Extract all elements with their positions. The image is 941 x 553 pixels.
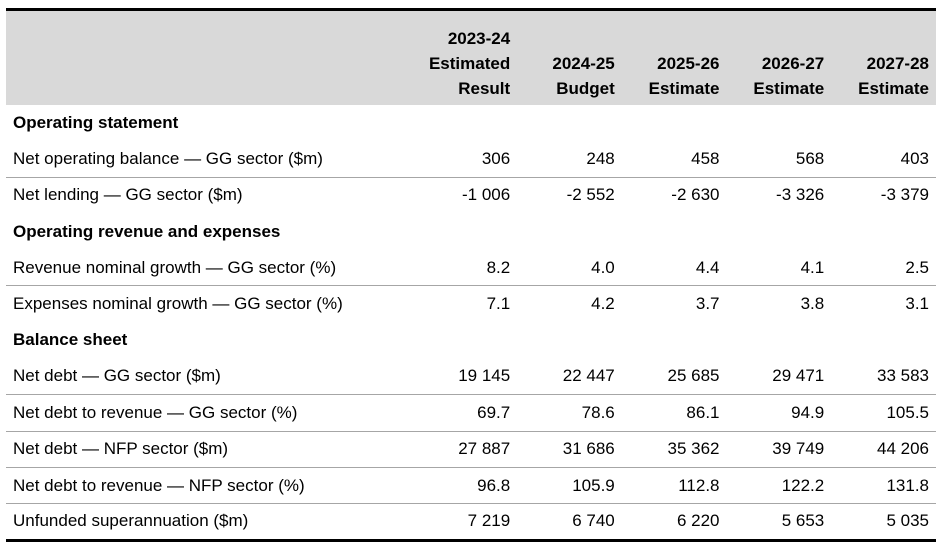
cell-value: 86.1 — [621, 394, 727, 432]
cell-value: 105.5 — [831, 394, 936, 432]
header-type: Estimate — [858, 78, 929, 98]
header-label-cell — [6, 9, 408, 105]
cell-value: 39 749 — [726, 430, 832, 468]
cell-value: 122.2 — [726, 466, 832, 504]
cell-value: 69.7 — [407, 394, 518, 432]
cell-value: 458 — [691, 148, 720, 168]
header-year: 2027-28 — [866, 53, 929, 73]
header-year: 2026-27 — [761, 53, 825, 73]
section-heading-row: Operating revenue and expenses — [6, 213, 936, 249]
cell-value: 44 206 — [831, 430, 936, 468]
section-heading-row: Balance sheet — [6, 322, 936, 358]
header-2024-25: 2024-25 Budget — [517, 9, 622, 105]
cell-value: 3.7 — [621, 285, 727, 323]
header-type: Estimated — [428, 53, 511, 73]
row-label: Net debt to revenue — NFP sector (%) — [6, 466, 408, 504]
cell-value: 31 686 — [517, 430, 622, 468]
cell-value: 248 — [586, 148, 615, 168]
cell-value: 78.6 — [517, 394, 622, 432]
cell-value: 568 — [795, 148, 825, 168]
cell-value: -2 630 — [621, 176, 727, 214]
header-2026-27: 2026-27 Estimate — [726, 9, 832, 105]
cell-value: 3.8 — [726, 285, 832, 323]
cell-value: -3 379 — [831, 176, 936, 214]
table-row: Net debt — NFP sector ($m) 27 887 31 686… — [6, 430, 936, 468]
fiscal-summary-table: 2023-24 Estimated Result 2024-25 Budget … — [6, 8, 936, 542]
cell-value: 4.4 — [695, 257, 720, 277]
table-row: Net debt to revenue — NFP sector (%) 96.… — [6, 466, 936, 504]
header-year: 2023-24 — [447, 28, 511, 48]
table-row: Net debt to revenue — GG sector (%) 69.7… — [6, 394, 936, 432]
row-label: Net operating balance — GG sector ($m) — [13, 148, 323, 168]
section-title: Balance sheet — [13, 330, 128, 350]
cell-value: 96.8 — [407, 466, 518, 504]
cell-value: -3 326 — [726, 176, 832, 214]
cell-value: 306 — [481, 148, 511, 168]
row-label: Expenses nominal growth — GG sector (%) — [6, 285, 408, 323]
section-heading-row: Operating statement — [6, 105, 936, 141]
cell-value: 22 447 — [562, 366, 615, 386]
cell-value: 8.2 — [486, 257, 511, 277]
cell-value: 35 362 — [621, 430, 727, 468]
row-label: Net debt to revenue — GG sector (%) — [6, 394, 408, 432]
cell-value: 403 — [900, 148, 929, 168]
table-row: Net lending — GG sector ($m) -1 006 -2 5… — [6, 176, 936, 214]
cell-value: 131.8 — [831, 466, 936, 504]
cell-value: 33 583 — [877, 366, 929, 386]
header-type: Estimate — [753, 78, 825, 98]
row-label: Net debt — NFP sector ($m) — [6, 430, 408, 468]
table-row: Unfunded superannuation ($m) 7 219 6 740… — [6, 503, 936, 541]
cell-value: 7.1 — [407, 285, 518, 323]
cell-value: 2.5 — [905, 257, 929, 277]
cell-value: 4.0 — [591, 257, 615, 277]
header-year: 2024-25 — [552, 53, 615, 73]
section-title: Operating statement — [13, 112, 179, 132]
header-type: Estimate — [648, 78, 720, 98]
header-2027-28: 2027-28 Estimate — [831, 9, 936, 105]
cell-value: 3.1 — [831, 285, 936, 323]
table-row: Revenue nominal growth — GG sector (%) 8… — [6, 250, 936, 286]
cell-value: 4.1 — [800, 257, 825, 277]
cell-value: 7 219 — [407, 503, 518, 541]
cell-value: 94.9 — [726, 394, 832, 432]
row-label: Unfunded superannuation ($m) — [6, 503, 408, 541]
cell-value: 5 035 — [831, 503, 936, 541]
cell-value: 27 887 — [407, 430, 518, 468]
section-title: Operating revenue and expenses — [13, 221, 281, 241]
cell-value: 105.9 — [517, 466, 622, 504]
header-2023-24: 2023-24 Estimated Result — [407, 9, 518, 105]
cell-value: 5 653 — [726, 503, 832, 541]
table-row: Net debt — GG sector ($m) 19 145 22 447 … — [6, 359, 936, 395]
cell-value: -1 006 — [407, 176, 518, 214]
row-label: Net lending — GG sector ($m) — [6, 176, 408, 214]
header-2025-26: 2025-26 Estimate — [621, 9, 727, 105]
cell-value: -2 552 — [517, 176, 622, 214]
row-label: Revenue nominal growth — GG sector (%) — [13, 257, 337, 277]
header-type: Budget — [556, 78, 615, 98]
row-label: Net debt — GG sector ($m) — [13, 366, 221, 386]
header-type: Result — [458, 78, 511, 98]
cell-value: 6 220 — [621, 503, 727, 541]
table-row: Expenses nominal growth — GG sector (%) … — [6, 285, 936, 323]
header-row: 2023-24 Estimated Result 2024-25 Budget … — [6, 9, 936, 105]
cell-value: 19 145 — [458, 366, 511, 386]
cell-value: 25 685 — [667, 366, 720, 386]
cell-value: 4.2 — [517, 285, 622, 323]
cell-value: 6 740 — [517, 503, 622, 541]
header-year: 2025-26 — [657, 53, 720, 73]
cell-value: 112.8 — [621, 466, 727, 504]
table-row: Net operating balance — GG sector ($m) 3… — [6, 141, 936, 177]
cell-value: 29 471 — [772, 366, 825, 386]
